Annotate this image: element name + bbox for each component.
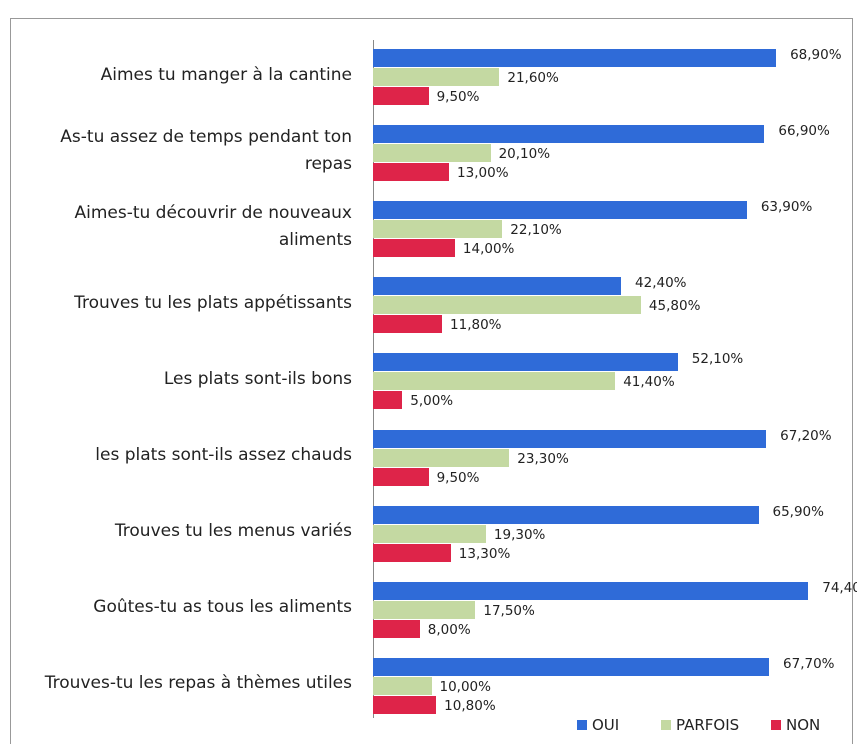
category-label: Les plats sont-ils bons	[163, 368, 352, 389]
value-label: 10,80%	[444, 697, 496, 714]
value-label: 63,90%	[760, 199, 813, 216]
legend-label: PARFOIS	[676, 716, 740, 734]
value-label: 66,90%	[778, 123, 830, 140]
value-label: 52,10%	[691, 351, 744, 368]
bar	[373, 695, 437, 714]
value-label: 9,50%	[436, 89, 480, 105]
bar	[373, 448, 510, 467]
bar	[373, 391, 403, 410]
bar	[373, 543, 451, 562]
legend-swatch	[577, 720, 587, 730]
bar	[373, 239, 455, 258]
bar	[373, 467, 429, 486]
value-label: 67,20%	[780, 427, 832, 444]
value-label: 19,30%	[493, 526, 546, 543]
value-label: 11,80%	[450, 317, 502, 334]
value-label: 23,30%	[517, 450, 569, 467]
category-label: Trouves-tu les repas à thèmes utiles	[44, 673, 352, 694]
chart-frame	[10, 18, 853, 744]
bar	[373, 144, 491, 163]
legend-item: PARFOIS	[661, 716, 739, 734]
category-label: Aimes tu manger à la cantine	[100, 64, 352, 85]
value-label: 5,00%	[410, 393, 454, 410]
value-label: 13,30%	[458, 545, 511, 562]
bar	[373, 619, 420, 638]
bar	[373, 429, 767, 448]
bar	[373, 296, 641, 315]
value-label: 8,00%	[427, 621, 471, 638]
value-label: 9,50%	[436, 469, 480, 486]
value-label: 14,00%	[462, 241, 515, 258]
value-label: 20,10%	[498, 146, 551, 163]
value-label: 21,60%	[507, 70, 559, 86]
value-label: 13,00%	[457, 165, 509, 182]
legend-item: NON	[771, 716, 820, 734]
value-label: 45,80%	[648, 298, 701, 315]
bar	[373, 220, 503, 239]
bar	[373, 600, 476, 619]
value-label: 67,70%	[783, 655, 835, 672]
bar	[373, 87, 429, 105]
legend-swatch	[661, 720, 671, 730]
category-label: Trouves tu les plats appétissants	[74, 292, 352, 313]
legend-swatch	[771, 720, 781, 730]
bar	[373, 524, 486, 543]
legend-label: NON	[786, 716, 821, 734]
category-label: As-tu assez de temps pendant ton repas	[60, 127, 352, 175]
value-label: 42,40%	[635, 275, 687, 292]
bar	[373, 676, 432, 695]
value-label: 41,40%	[623, 374, 675, 391]
category-label: Trouves tu les menus variés	[114, 521, 352, 542]
value-label: 65,90%	[772, 503, 824, 520]
bar	[373, 315, 443, 334]
value-label: 17,50%	[483, 602, 535, 619]
bar	[373, 68, 500, 86]
value-label: 68,90%	[790, 47, 842, 63]
legend-label: OUI	[592, 716, 620, 734]
bar	[373, 372, 616, 391]
legend-item: OUI	[577, 716, 619, 734]
bar	[373, 125, 765, 144]
bar	[373, 277, 622, 296]
bar	[373, 49, 777, 67]
bar	[373, 505, 759, 524]
value-label: 74,40%	[822, 579, 857, 596]
bar	[373, 201, 747, 220]
category-label: Goûtes-tu as tous les aliments	[93, 597, 352, 618]
bar	[373, 163, 450, 182]
category-label: les plats sont-ils assez chauds	[95, 445, 352, 465]
category-label: Aimes-tu découvrir de nouveaux aliments	[74, 203, 352, 251]
bar	[373, 353, 678, 372]
bar	[373, 657, 770, 676]
value-label: 22,10%	[510, 222, 562, 239]
bar	[373, 581, 809, 600]
value-label: 10,00%	[439, 678, 491, 695]
